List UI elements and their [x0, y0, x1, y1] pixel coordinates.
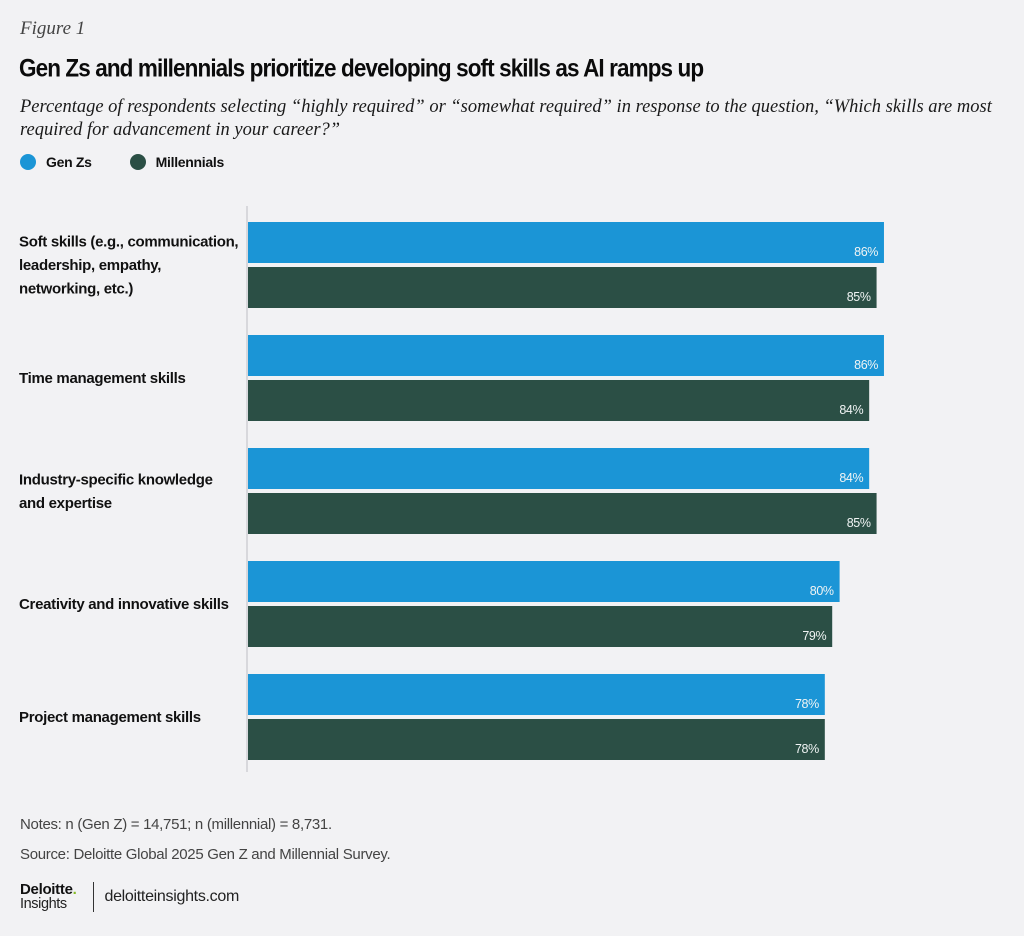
- bar-chart: Soft skills (e.g., communication, leaders…: [19, 206, 884, 772]
- notes: Notes: n (Gen Z) = 14,751; n (millennial…: [20, 816, 332, 833]
- value-label: 85%: [847, 516, 871, 530]
- bar-millennials: [248, 719, 825, 760]
- brand-dot: .: [72, 881, 77, 898]
- value-label: 86%: [854, 245, 878, 259]
- category-group: Industry-specific knowledge and expertise…: [19, 448, 877, 534]
- value-label: 84%: [839, 471, 863, 485]
- chart-title: Gen Zs and millennials prioritize develo…: [19, 54, 704, 82]
- value-label: 85%: [847, 290, 871, 304]
- value-label: 80%: [810, 584, 834, 598]
- bar-millennials: [248, 606, 833, 647]
- category-group: Creativity and innovative skills 80% 79%: [19, 561, 840, 647]
- legend-swatch-millennials: [129, 154, 146, 170]
- bar-gen-z: [248, 561, 840, 602]
- bar-gen-z: [248, 222, 884, 263]
- category-label-line: and expertise: [19, 495, 112, 512]
- brand-divider: [93, 882, 95, 912]
- category-label-line: Creativity and innovative skills: [19, 596, 229, 613]
- category-label: Time management skills: [19, 370, 186, 387]
- category-label-line: Industry-specific knowledge: [19, 471, 213, 488]
- value-label: 84%: [839, 403, 863, 417]
- bar-millennials: [248, 267, 877, 308]
- legend-label-gen-z: Gen Zs: [46, 154, 92, 170]
- bar-gen-z: [248, 674, 825, 715]
- figure-label: Figure 1: [20, 18, 86, 39]
- category-label: Creativity and innovative skills: [19, 596, 229, 613]
- category-label-line: leadership, empathy,: [19, 257, 161, 274]
- category-label: Project management skills: [19, 709, 201, 726]
- brand-footer: Deloitte. Insights deloitteinsights.com: [20, 882, 239, 912]
- category-label-line: Time management skills: [19, 370, 186, 387]
- brand-name: Deloitte: [20, 881, 73, 898]
- bar-millennials: [248, 380, 870, 421]
- legend-item-gen-z: Gen Zs: [20, 154, 92, 170]
- category-label: Soft skills (e.g., communication, leaders…: [19, 234, 238, 298]
- category-group: Time management skills 86% 84%: [19, 335, 884, 421]
- legend-label-millennials: Millennials: [155, 154, 225, 170]
- bar-millennials: [248, 493, 877, 534]
- brand-url[interactable]: deloitteinsights.com: [104, 888, 240, 905]
- category-label-line: Project management skills: [19, 709, 201, 726]
- bar-gen-z: [248, 448, 870, 489]
- legend: Gen Zs Millennials: [20, 154, 262, 170]
- category-group: Project management skills 78% 78%: [19, 674, 825, 760]
- value-label: 86%: [854, 358, 878, 372]
- category-label: Industry-specific knowledge and expertise: [19, 471, 213, 512]
- bar-gen-z: [248, 335, 884, 376]
- legend-item-millennials: Millennials: [129, 154, 225, 170]
- value-label: 78%: [795, 697, 819, 711]
- category-label-line: Soft skills (e.g., communication,: [19, 234, 238, 251]
- source: Source: Deloitte Global 2025 Gen Z and M…: [20, 846, 391, 863]
- legend-swatch-gen-z: [20, 154, 36, 170]
- deloitte-logo: Deloitte. Insights: [20, 881, 77, 912]
- brand-sub: Insights: [20, 896, 67, 912]
- category-group: Soft skills (e.g., communication, leaders…: [19, 222, 884, 308]
- value-label: 79%: [802, 629, 826, 643]
- value-label: 78%: [795, 742, 819, 756]
- chart-subtitle: Percentage of respondents selecting “hig…: [20, 97, 992, 140]
- category-label-line: networking, etc.): [19, 281, 133, 298]
